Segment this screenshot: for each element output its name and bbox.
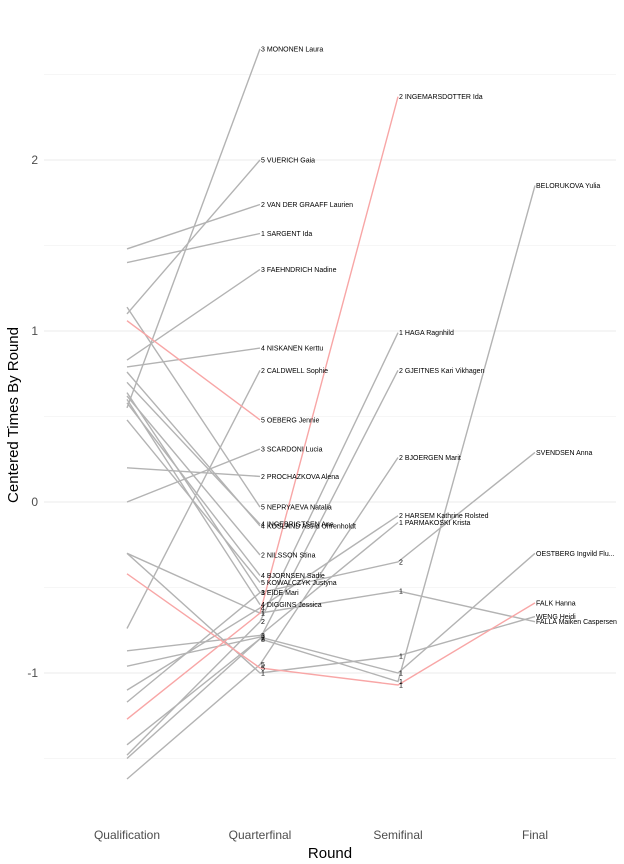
point-label: FALLA Maiken Caspersen — [536, 619, 617, 626]
point-label: 2 — [399, 559, 403, 566]
point-label: 1 PARMAKOSKI Krista — [399, 520, 471, 527]
point-label: 4 DIGGINS Jessica — [261, 602, 322, 609]
point-label: 1 — [399, 679, 403, 686]
point-label: 2 GJEITNES Kari Vikhagen — [399, 368, 485, 375]
series-line — [126, 552, 536, 674]
series-line — [126, 457, 399, 780]
series-line — [126, 48, 261, 409]
point-label: 2 — [261, 619, 265, 626]
series-line — [126, 451, 536, 703]
y-tick-label: 2 — [31, 153, 38, 167]
point-label: 5 — [261, 662, 265, 669]
series-line — [126, 320, 261, 421]
x-tick-label: Quarterfinal — [229, 828, 292, 842]
point-label: 1 — [399, 653, 403, 660]
point-label: 5 — [261, 665, 265, 672]
point-label: 3 — [261, 633, 265, 640]
point-label: 1 — [261, 671, 265, 678]
series-line — [126, 306, 261, 508]
point-label: 1 — [261, 590, 265, 597]
series-line — [126, 203, 261, 250]
point-label: 4 KOSLAND Astrid Uhrenholdt — [261, 523, 356, 530]
point-label: 1 SARGENT Ida — [261, 231, 312, 238]
point-label: 5 OEBERG Jennie — [261, 417, 319, 424]
y-tick-label: 0 — [31, 495, 38, 509]
series-line — [126, 185, 536, 760]
series-line — [126, 332, 399, 756]
series-line — [126, 232, 261, 264]
point-label: 3 SCARDONI Lucia — [261, 446, 323, 453]
point-label: 4 NISKANEN Kerttu — [261, 346, 323, 353]
point-label: 2 CALDWELL Sophie — [261, 368, 328, 375]
y-axis-title: Centered Times By Round — [5, 327, 22, 503]
x-tick-label: Semifinal — [373, 828, 422, 842]
point-label: 2 VAN DER GRAAFF Laurien — [261, 202, 353, 209]
series-line — [126, 573, 536, 686]
point-label: FALK Hanna — [536, 600, 576, 607]
point-label: 4 — [261, 606, 265, 613]
series-line — [126, 402, 261, 576]
point-label: 2 — [261, 635, 265, 642]
point-label: WENG Heidi — [536, 614, 576, 621]
series-line — [126, 521, 399, 652]
point-label: 5 NEPRYAEVA Natalia — [261, 505, 332, 512]
series-line — [126, 369, 261, 629]
point-label: SVENDSEN Anna — [536, 450, 593, 457]
x-axis-title: Round — [308, 845, 352, 862]
series-line — [126, 552, 536, 623]
series-line — [126, 515, 399, 691]
series-line — [126, 96, 399, 720]
point-label: 1 — [261, 611, 265, 618]
point-label: 1 — [399, 671, 403, 678]
series-line — [126, 395, 261, 556]
point-label: 4 BJORNSEN Sadie — [261, 573, 325, 580]
point-label: 2 NILSSON Stina — [261, 553, 316, 560]
point-label: 2 — [261, 636, 265, 643]
series-line — [126, 371, 261, 527]
point-label: 3 — [261, 636, 265, 643]
point-label: 5 KOWALCZYK Justyna — [261, 580, 337, 587]
point-label: 3 FAEHNDRICH Nadine — [261, 267, 337, 274]
point-label: 1 HAGA Ragnhild — [399, 330, 454, 337]
point-label: 1 — [399, 682, 403, 689]
y-tick-label: -1 — [27, 666, 38, 680]
series-line — [126, 552, 536, 674]
y-tick-label: 1 — [31, 324, 38, 338]
x-tick-label: Qualification — [94, 828, 160, 842]
point-label: 2 INGEMARSDOTTER Ida — [399, 94, 483, 101]
point-label: OESTBERG Ingvild Flu... — [536, 551, 615, 558]
x-axis-ticks: Qualification Quarterfinal Semifinal Final — [94, 828, 548, 842]
point-label: 4 INGEBRIGTSEN Ane — [261, 522, 334, 529]
series-line — [126, 159, 261, 315]
point-label: 3 EIDE Mari — [261, 590, 299, 597]
series-lines — [126, 48, 536, 780]
point-label: 1 — [399, 588, 403, 595]
point-label: 2 PROCHAZKOVA Alena — [261, 474, 339, 481]
point-label: 2 BJOERGEN Marit — [399, 455, 461, 462]
point-label: 5 VUERICH Gaia — [261, 158, 315, 165]
point-label: 3 MONONEN Laura — [261, 46, 323, 53]
point-label: BELORUKOVA Yulia — [536, 183, 600, 190]
y-axis-ticks: -1 0 1 2 — [27, 153, 38, 680]
point-label: 1 — [261, 611, 265, 618]
series-line — [126, 399, 261, 605]
series-line — [126, 268, 261, 361]
point-labels: 3 MONONEN Laura 5 VUERICH Gaia 2 VAN DER G… — [261, 46, 617, 689]
series-line — [126, 392, 261, 593]
point-label: 2 HARSEM Kathrine Rolsted — [399, 513, 489, 520]
series-line — [126, 347, 261, 368]
x-tick-label: Final — [522, 828, 548, 842]
